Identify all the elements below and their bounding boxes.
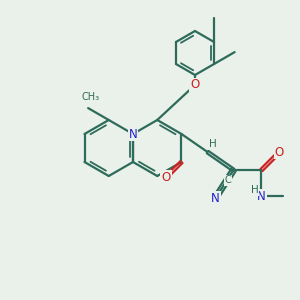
Text: C: C — [225, 176, 232, 185]
Text: H: H — [250, 185, 258, 195]
Text: N: N — [211, 191, 220, 205]
Text: O: O — [190, 79, 200, 92]
Text: N: N — [129, 128, 137, 140]
Text: O: O — [161, 171, 171, 184]
Text: CH₃: CH₃ — [81, 92, 99, 102]
Text: O: O — [275, 146, 284, 158]
Text: N: N — [257, 190, 266, 202]
Text: H: H — [208, 139, 216, 149]
